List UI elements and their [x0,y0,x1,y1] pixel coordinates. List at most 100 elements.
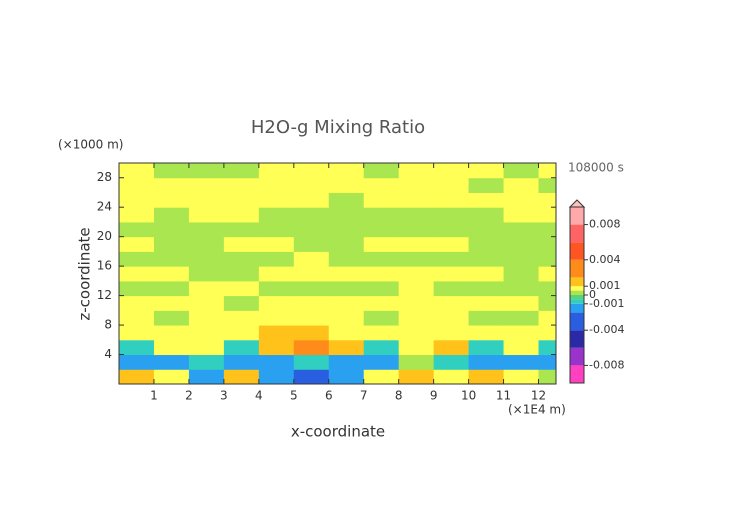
field-cell [433,369,470,384]
field-cell [398,236,435,252]
field-cell [363,325,400,341]
field-cell [223,339,260,356]
field-cell [188,369,225,384]
field-cell [328,236,365,252]
field-cell [153,207,190,223]
x-tick-label: 10 [461,389,476,403]
field-cell [503,310,540,326]
field-cell [328,354,365,370]
colorbar-band [570,242,584,260]
colorbar-band [570,365,584,383]
field-cell [328,369,365,384]
field-cell [363,236,400,252]
colorbar-band [570,303,584,313]
field-cell [363,177,400,193]
field-cell [538,266,556,282]
field-cell [538,163,556,179]
field-cell [398,325,435,341]
x-tick-label: 1 [150,389,158,403]
field-cell [258,266,295,282]
field-cell [468,354,505,370]
x-tick-label: 4 [255,389,263,403]
field-cell [538,251,556,267]
field-cell [188,236,225,252]
field-cell [258,369,295,384]
field-cell [258,163,295,179]
field-cell [433,236,470,252]
field-cell [503,295,540,311]
field-cell [433,251,470,267]
colorbar-tick-label: 0.004 [589,253,621,266]
field-cell [328,251,365,267]
field-cell [188,177,225,193]
field-cell [153,163,190,179]
field-cell [119,192,155,208]
field-cell [503,207,540,223]
field-cell [223,369,260,384]
field-cell [119,295,155,311]
field-cell [468,221,505,238]
field-cell [398,266,435,282]
field-cell [153,177,190,193]
colorbar-band [570,299,584,304]
field-cell [153,354,190,370]
field-cell [433,280,470,297]
field-cell [293,192,330,208]
field-cell [188,266,225,282]
field-cell [119,266,155,282]
field-cell [398,192,435,208]
colorbar-band [570,312,584,331]
field-cell [468,177,505,193]
colorbar-band [570,259,584,278]
field-cell [363,192,400,208]
field-cell [503,177,540,193]
field-cell [258,354,295,370]
field-cell [363,369,400,384]
field-cell [223,207,260,223]
field-cell [293,325,330,341]
field-cell [538,221,556,238]
colorbar-band [570,277,584,287]
field-cell [293,177,330,193]
field-cell [258,339,295,356]
field-cell [433,207,470,223]
field-cell [398,251,435,267]
field-cell [153,339,190,356]
field-cell [538,369,556,384]
field-cell [119,221,155,238]
field-cell [328,280,365,297]
colorbar-tick-label: 0.001 [589,279,621,292]
y-tick-label: 20 [97,229,112,243]
field-cell [363,339,400,356]
field-cell [258,207,295,223]
field-cell [188,163,225,179]
field-cell [363,207,400,223]
field-cell [153,310,190,326]
field-cell [503,369,540,384]
field-cell [398,177,435,193]
field-cell [503,266,540,282]
x-tick-label: 7 [360,389,368,403]
field-cell [503,163,540,179]
field-cell [363,251,400,267]
x-tick-label: 9 [430,389,438,403]
plot-frame [118,162,557,385]
colorbar-band [570,224,584,243]
field-cell [223,325,260,341]
field-cell [538,339,556,356]
field-cell [293,251,330,267]
field-cell [258,221,295,238]
field-cell [119,339,155,356]
field-cell [188,325,225,341]
x-axis-label: x-coordinate [291,423,385,441]
field-cell [119,163,155,179]
field-cell [538,354,556,370]
field-cell [188,295,225,311]
field-cell [503,325,540,341]
field-cell [223,295,260,311]
field-cell [119,177,155,193]
field-cell [538,236,556,252]
field-cell [433,192,470,208]
field-cell [433,177,470,193]
